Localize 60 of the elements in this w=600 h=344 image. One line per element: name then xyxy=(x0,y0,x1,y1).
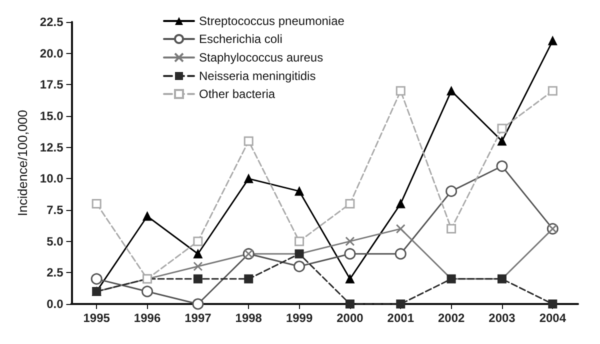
point xyxy=(244,136,254,146)
point xyxy=(193,262,203,272)
point xyxy=(345,300,354,308)
point xyxy=(396,224,406,234)
y-tick-label: 2.5 xyxy=(46,266,64,280)
x-tick-label: 2002 xyxy=(438,311,465,325)
point xyxy=(394,248,406,260)
x-tick-label: 1996 xyxy=(134,311,161,325)
x-tick-label: 2000 xyxy=(336,311,364,325)
x-tick-label: 1998 xyxy=(235,311,262,325)
y-tick-label: 17.5 xyxy=(40,78,64,92)
point xyxy=(193,236,203,246)
point xyxy=(548,300,558,308)
y-tick-label: 20.0 xyxy=(40,46,64,60)
y-tick-label: 22.5 xyxy=(40,15,64,29)
point xyxy=(294,260,306,272)
y-tick-label: 0.0 xyxy=(46,297,64,311)
y-axis-title: Incidence/100,000 xyxy=(15,110,30,216)
point xyxy=(446,86,456,96)
point xyxy=(344,248,356,260)
x-tick-label: 1999 xyxy=(286,311,313,325)
point xyxy=(345,198,355,208)
legend-label: Streptococcus pneumoniae xyxy=(199,14,345,28)
x-tick-label: 1997 xyxy=(184,311,212,325)
y-tick-label: 10.0 xyxy=(40,172,64,186)
point xyxy=(345,274,354,284)
y-tick-label: 15.0 xyxy=(40,109,64,123)
point xyxy=(497,124,507,134)
point xyxy=(548,36,558,46)
x-tick-label: 2003 xyxy=(488,311,516,325)
x-tick-label: 2004 xyxy=(539,311,566,325)
legend-label: Staphylococcus aureus xyxy=(199,50,324,64)
point xyxy=(496,160,508,172)
point xyxy=(345,236,355,246)
y-tick-label: 7.5 xyxy=(46,203,64,217)
point xyxy=(548,86,558,96)
legend-label: Neisseria meningitidis xyxy=(199,69,316,83)
point xyxy=(446,185,458,197)
point xyxy=(244,274,254,284)
point xyxy=(142,286,154,298)
legend-label: Escherichia coli xyxy=(199,32,282,46)
point xyxy=(396,86,406,96)
point xyxy=(396,199,406,208)
x-tick-label: 1995 xyxy=(83,311,110,325)
point xyxy=(193,249,202,258)
x-tick-label: 2001 xyxy=(387,311,414,325)
point xyxy=(92,198,102,208)
legend-label: Other bacteria xyxy=(199,87,276,101)
point xyxy=(497,136,506,146)
point xyxy=(90,273,102,285)
point xyxy=(193,274,202,284)
point xyxy=(244,174,254,184)
point xyxy=(192,298,204,310)
point xyxy=(294,186,304,196)
y-tick-label: 12.5 xyxy=(40,140,64,154)
y-tick-label: 5.0 xyxy=(46,234,64,248)
point xyxy=(446,224,456,234)
point xyxy=(294,236,304,246)
point xyxy=(142,212,152,221)
point xyxy=(396,300,406,308)
